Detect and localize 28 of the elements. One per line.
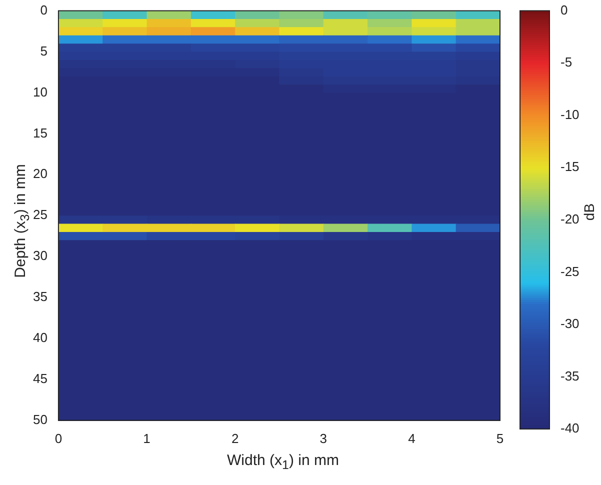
color-bar-label: -40 (560, 420, 580, 436)
y-tick-label: 20 (32, 166, 48, 182)
color-bar-label: -10 (560, 106, 580, 122)
color-bar-label: -30 (560, 316, 580, 332)
color-bar-label: -15 (560, 159, 580, 174)
y-tick-label: 30 (32, 248, 48, 264)
x-tick-label: 1 (143, 430, 150, 446)
color-bar-label: -25 (560, 264, 580, 279)
color-bar-label: 0 (560, 2, 568, 18)
x-axis-title: Width (x$_{1}$) in mm (226, 452, 340, 472)
y-tick-label: 35 (32, 289, 48, 304)
y-tick-label: 45 (32, 371, 48, 386)
y-tick-label: 15 (32, 125, 48, 140)
y-tick-label: 5 (40, 43, 48, 58)
x-tick-label: 2 (231, 430, 239, 446)
color-bar-label: -5 (560, 54, 572, 70)
x-tick-label: 3 (320, 430, 327, 446)
y-tick-label: 25 (32, 207, 48, 222)
x-tick-label: 4 (408, 430, 416, 446)
y-tick-label: 0 (40, 2, 48, 18)
x-tick-label: 5 (496, 430, 504, 446)
x-tick-label: 0 (54, 430, 62, 446)
color-bar-label: -20 (560, 211, 580, 226)
y-tick-label: 10 (32, 84, 48, 100)
color-bar-title: dB (581, 203, 597, 221)
y-tick-label: 40 (32, 330, 48, 346)
color-bar-label: -35 (560, 368, 580, 384)
y-tick-label: 50 (32, 412, 48, 427)
